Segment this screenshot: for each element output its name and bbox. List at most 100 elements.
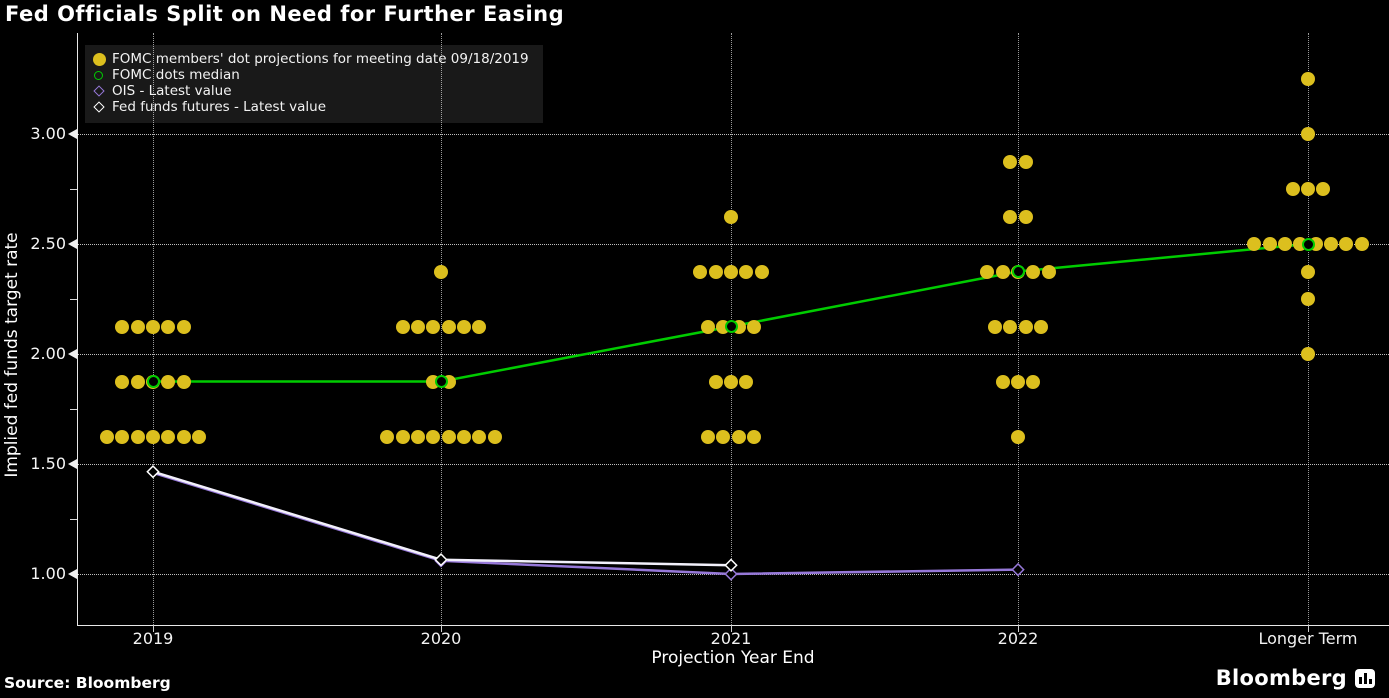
fomc-dot [988,319,1003,334]
x-tick-label: Longer Term [1258,629,1358,648]
fomc-dot [130,374,145,389]
bloomberg-logo-text: Bloomberg [1215,666,1347,690]
fomc-dot [395,319,410,334]
fomc-dot [1018,154,1033,169]
fomc-dot [146,319,160,334]
fomc-dot [176,429,191,444]
fomc-dot [1003,319,1018,334]
fomc-median-ring [146,375,160,388]
futures-diamond-marker [724,558,738,572]
y-tick-label: 1.00 [30,564,66,583]
fomc-dot [995,374,1010,389]
fomc-dot [1301,347,1315,361]
y-minor-tick [70,409,77,410]
fomc-dot [731,429,746,444]
fomc-dot [739,264,754,279]
x-tick-label: 2020 [420,629,462,648]
x-tick [153,625,154,632]
y-gridline [77,134,1389,135]
fomc-dot [1316,182,1331,196]
fomc-dot [746,319,761,334]
fomc-dot [191,429,206,444]
fomc-dot [161,319,176,334]
fomc-dot [1003,154,1018,169]
fomc-dot [701,319,716,334]
fomc-dot [472,429,487,444]
ois-diamond-marker [724,567,738,581]
fomc-dot [176,374,191,389]
fomc-dot [426,429,441,444]
fomc-dot [411,429,426,444]
legend-item-median: FOMC dots median [93,67,529,83]
fomc-dot [434,264,448,279]
fomc-dot [724,374,738,389]
fomc-dot [746,429,761,444]
x-tick [1308,625,1309,632]
x-axis-title: Projection Year End [651,648,815,668]
x-tick [1018,625,1019,632]
fomc-median-ring [434,375,448,388]
fomc-dot [1354,237,1369,251]
y-minor-tick [70,299,77,300]
fomc-dot [739,374,754,389]
fomc-dot [472,319,487,334]
y-tick-label: 2.00 [30,344,66,363]
x-axis-line [77,625,1389,626]
fomc-dot [380,429,395,444]
open-circle-icon [93,70,109,80]
y-tick-label: 3.00 [30,124,66,143]
source-line: Source: Bloomberg [4,674,171,692]
fomc-median-ring [724,320,738,333]
fomc-median-ring [1011,265,1025,278]
y-tick-arrow-icon [68,349,77,359]
fomc-dot [1018,209,1033,224]
fomc-dot [100,429,115,444]
y-tick-label: 2.50 [30,234,66,253]
fomc-dot [1026,264,1041,279]
fomc-dot [487,429,502,444]
fomc-dot [1041,264,1056,279]
y-tick-arrow-icon [68,129,77,139]
y-tick-label: 1.50 [30,454,66,473]
fomc-dot [115,319,130,334]
fomc-dot [701,429,716,444]
x-gridline [1018,33,1019,625]
fomc-dot [1026,374,1041,389]
bar-chart-icon [1355,668,1375,688]
fomc-dot [1301,264,1315,279]
fomc-dot [1285,182,1300,196]
legend-label: OIS - Latest value [112,83,232,99]
y-gridline [77,354,1389,355]
chart-title: Fed Officials Split on Need for Further … [5,2,565,26]
fomc-dot [1278,237,1293,251]
fomc-dot [708,264,723,279]
y-minor-tick [70,519,77,520]
legend-item-ois: OIS - Latest value [93,83,529,99]
fomc-dot [1018,319,1033,334]
fomc-dot [693,264,708,279]
legend-item-futures: Fed funds futures - Latest value [93,99,529,115]
x-tick-label: 2022 [997,629,1039,648]
fomc-dot [146,429,160,444]
futures-diamond-marker [434,552,448,567]
fomc-dot [724,264,738,279]
fomc-dot [161,374,176,389]
fomc-dot [411,319,426,334]
y-tick-arrow-icon [68,239,77,249]
fomc-dot [995,264,1010,279]
fomc-dot [426,319,441,334]
y-axis-line [77,33,78,625]
fomc-dot [130,429,145,444]
x-gridline [1308,33,1309,625]
fomc-dot [176,319,191,334]
x-tick-label: 2019 [132,629,174,648]
fomc-dot [1301,292,1315,306]
fomc-dot [724,209,738,224]
y-tick-arrow-icon [68,459,77,469]
fomc-dot [1011,374,1025,389]
ois-line [152,471,1019,576]
y-minor-tick [70,189,77,190]
futures-diamond-marker [146,464,160,479]
fomc-dot [1262,237,1277,251]
